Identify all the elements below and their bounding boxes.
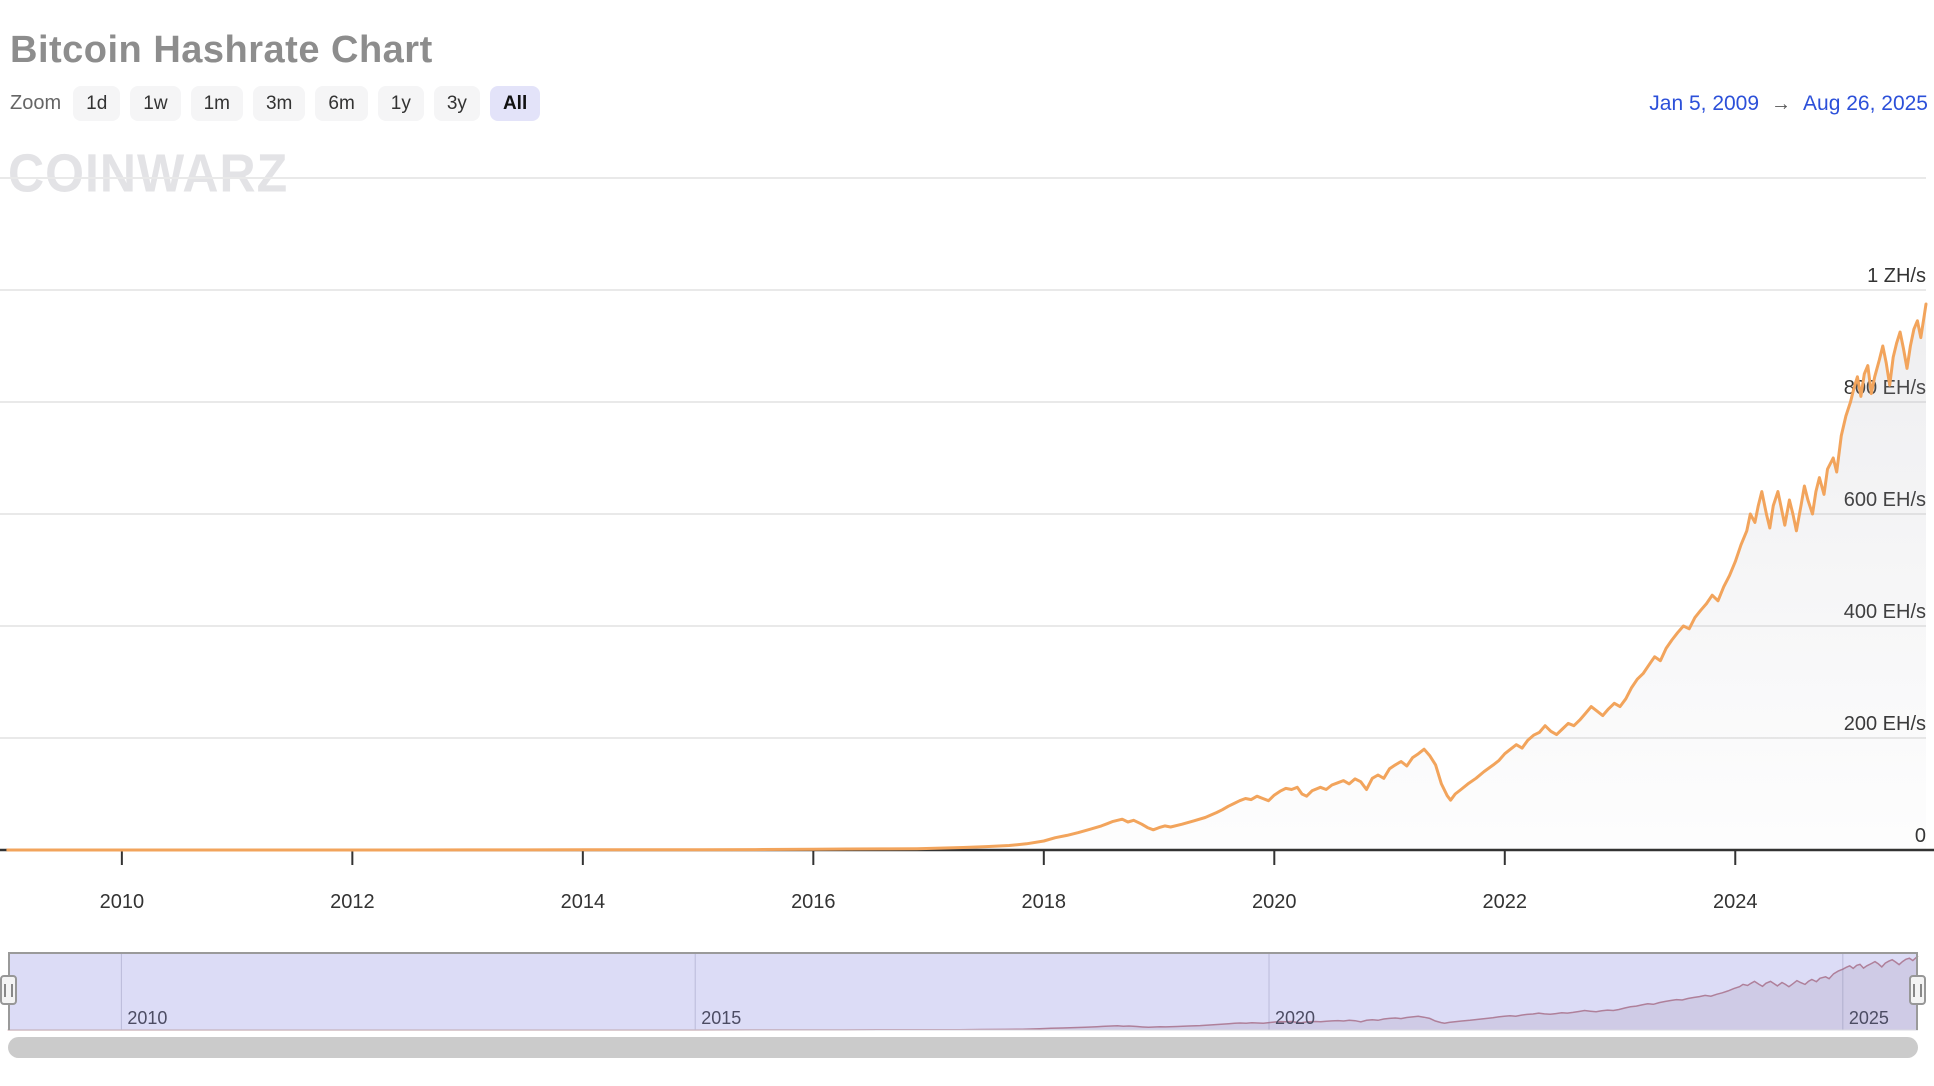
- zoom-button-1w[interactable]: 1w: [130, 86, 181, 121]
- chart-scrollbar[interactable]: [8, 1037, 1918, 1058]
- coinwarz-watermark: CoinWarz: [8, 143, 289, 204]
- x-axis-label: 2014: [561, 891, 606, 913]
- zoom-button-all[interactable]: All: [489, 86, 541, 121]
- date-range: Jan 5, 2009 → Aug 26, 2025: [1649, 92, 1928, 116]
- zoom-button-1y[interactable]: 1y: [377, 86, 424, 121]
- x-axis-label: 2010: [100, 891, 145, 913]
- arrow-right-icon: →: [1771, 92, 1792, 115]
- x-axis-label: 2012: [330, 891, 375, 913]
- navigator-left-handle[interactable]: [0, 975, 17, 1005]
- navigator-line: [7, 955, 1919, 1031]
- x-axis-label: 2018: [1022, 891, 1067, 913]
- page-title: Bitcoin Hashrate Chart: [10, 29, 433, 72]
- range-start-date[interactable]: Jan 5, 2009: [1649, 92, 1760, 115]
- hashrate-line: [6, 302, 1928, 852]
- zoom-button-3m[interactable]: 3m: [252, 86, 306, 121]
- x-axis-label: 2022: [1483, 891, 1528, 913]
- x-axis-label: 2024: [1713, 891, 1758, 913]
- y-axis-label: 1 ZH/s: [1867, 265, 1926, 287]
- zoom-label: Zoom: [10, 92, 62, 114]
- x-axis-label: 2020: [1252, 891, 1297, 913]
- zoom-button-1d[interactable]: 1d: [73, 86, 121, 121]
- grip-icon: [1913, 983, 1922, 997]
- navigator-area-fill: [7, 955, 1918, 1030]
- zoom-button-1m[interactable]: 1m: [190, 86, 243, 121]
- range-selector-toolbar: Zoom 1d 1w 1m 3m 6m 1y 3y All: [10, 86, 541, 121]
- navigator-label: 2015: [701, 1008, 741, 1028]
- range-end-date[interactable]: Aug 26, 2025: [1803, 92, 1928, 115]
- navigator-label: 2025: [1849, 1008, 1889, 1028]
- navigator-label: 2020: [1275, 1008, 1315, 1028]
- zoom-button-3y[interactable]: 3y: [433, 86, 480, 121]
- x-axis-label: 2016: [791, 891, 836, 913]
- grip-icon: [4, 983, 13, 997]
- navigator-mask: [8, 952, 1918, 1030]
- navigator-right-handle[interactable]: [1909, 975, 1926, 1005]
- navigator-label: 2010: [127, 1008, 167, 1028]
- hashrate-area-fill: [7, 304, 1926, 850]
- zoom-button-6m[interactable]: 6m: [315, 86, 368, 121]
